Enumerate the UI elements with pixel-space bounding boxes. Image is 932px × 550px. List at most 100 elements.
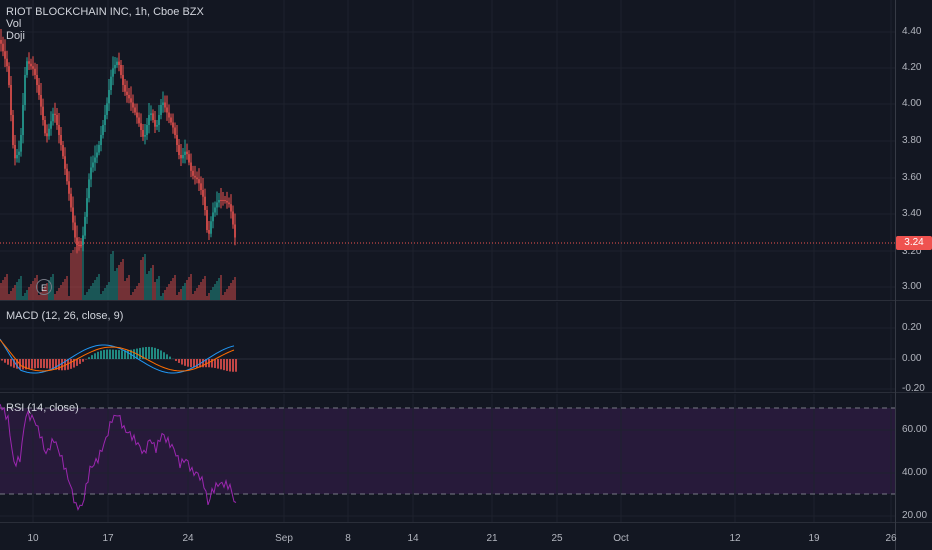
candlestick-chart[interactable] [0, 0, 895, 300]
volume-indicator-label[interactable]: Vol [6, 18, 22, 30]
price-tick: 3.00 [902, 281, 922, 292]
volume-bar [220, 275, 222, 300]
candle-body [122, 75, 124, 85]
time-tick: 17 [102, 533, 114, 544]
time-tick: 25 [551, 533, 563, 544]
volume-bar [18, 279, 20, 300]
volume-bar [98, 274, 100, 300]
doji-indicator-label[interactable]: Doji [6, 30, 25, 42]
candle-body [204, 196, 206, 210]
signal-line [0, 339, 235, 372]
macd-histogram-bar [46, 359, 48, 369]
volume-bar [82, 235, 84, 300]
volume-bar [114, 271, 116, 300]
time-tick: 12 [729, 533, 741, 544]
candle-body [190, 162, 192, 171]
candle-body [124, 85, 126, 92]
earnings-marker[interactable]: E [36, 279, 52, 295]
rsi-label[interactable]: RSI (14, close) [6, 402, 79, 414]
volume-bar [188, 277, 190, 300]
candle-body [10, 85, 12, 115]
volume-bar [112, 251, 114, 300]
macd-histogram-bar [226, 359, 228, 371]
macd-histogram-bar [112, 349, 114, 359]
volume-bar [100, 294, 102, 300]
candle-body [30, 63, 32, 67]
candle-body [234, 224, 236, 238]
volume-bar [80, 238, 82, 300]
candle-body [220, 200, 222, 201]
candle-body [162, 102, 164, 105]
volume-bar [234, 277, 236, 300]
candle-body [96, 152, 98, 158]
rsi-pane[interactable]: RSI (14, close) [0, 394, 932, 522]
candle-body [192, 170, 194, 176]
candle-body [62, 145, 64, 157]
volume-bar [38, 295, 40, 300]
volume-bar [232, 280, 234, 300]
candle-body [4, 51, 6, 59]
volume-bar [12, 288, 14, 300]
macd-histogram-bar [166, 354, 168, 359]
macd-histogram-bar [127, 350, 129, 359]
volume-bar [194, 291, 196, 300]
macd-histogram-bar [118, 350, 120, 359]
pane-divider[interactable] [0, 300, 932, 301]
volume-bar [96, 277, 98, 300]
candle-body [48, 128, 50, 137]
volume-bar [186, 280, 188, 300]
volume-bar [198, 285, 200, 300]
candle-body [154, 120, 156, 127]
candle-body [114, 65, 116, 69]
volume-bar [158, 276, 160, 300]
candle-body [202, 190, 204, 197]
macd-histogram-bar [208, 359, 210, 368]
candle-body [152, 113, 154, 120]
volume-bar [130, 295, 132, 300]
volume-bar [94, 280, 96, 300]
macd-histogram-bar [205, 359, 207, 368]
candle-body [44, 120, 46, 134]
candle-body [126, 91, 128, 95]
macd-chart[interactable] [0, 302, 895, 392]
volume-bar [86, 292, 88, 300]
candle-body [194, 175, 196, 178]
macd-histogram-bar [40, 359, 42, 368]
candle-body [36, 75, 38, 85]
macd-histogram-bar [79, 359, 81, 364]
macd-histogram-bar [22, 359, 24, 370]
candle-body [160, 105, 162, 115]
time-tick: Sep [275, 533, 293, 544]
macd-histogram-bar [124, 350, 126, 359]
macd-pane[interactable]: MACD (12, 26, close, 9) [0, 302, 932, 392]
candle-body [52, 113, 54, 122]
candle-body [72, 207, 74, 223]
macd-histogram-bar [97, 351, 99, 359]
symbol-title[interactable]: RIOT BLOCKCHAIN INC, 1h, Cboe BZX [6, 6, 204, 18]
price-pane[interactable]: RIOT BLOCKCHAIN INC, 1h, Cboe BZX Vol Do… [0, 0, 932, 300]
volume-bar [10, 291, 12, 300]
candle-body [56, 115, 58, 125]
rsi-chart[interactable] [0, 394, 895, 522]
candle-body [58, 125, 60, 135]
macd-histogram-bar [58, 359, 60, 371]
candle-body [116, 61, 118, 65]
volume-bar [84, 295, 86, 300]
time-tick: Oct [613, 533, 629, 544]
volume-bar [78, 241, 80, 300]
macd-label[interactable]: MACD (12, 26, close, 9) [6, 310, 124, 322]
macd-histogram-bar [235, 359, 237, 372]
volume-bar [62, 282, 64, 300]
volume-bar [54, 294, 56, 300]
last-price-tag: 3.24 [896, 236, 932, 250]
macd-histogram-bar [73, 359, 75, 368]
macd-histogram-bar [103, 349, 105, 359]
volume-bar [168, 284, 170, 300]
candle-body [16, 155, 18, 159]
pane-divider[interactable] [0, 392, 932, 393]
candle-body [138, 117, 140, 124]
volume-bar [40, 292, 42, 300]
candle-body [214, 207, 216, 213]
price-tick: 3.80 [902, 135, 922, 146]
volume-bar [88, 289, 90, 300]
